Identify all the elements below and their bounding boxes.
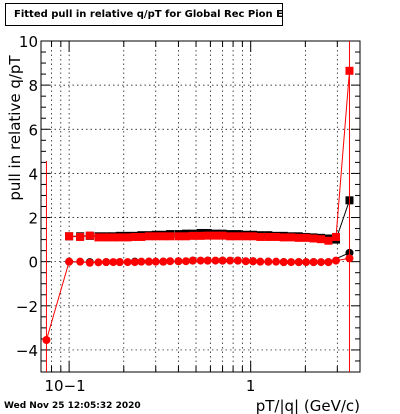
chart-title: Fitted pull in relative q/pT for Global … [5, 3, 283, 26]
y-tick-label: 10 [19, 33, 38, 51]
data-point-mean [272, 257, 281, 266]
data-point-mean [233, 256, 242, 265]
data-point-sigma [226, 232, 235, 241]
data-point-sigma [123, 233, 132, 242]
data-point-mean [102, 258, 111, 267]
y-axis-label: pull in relative q/pT [6, 55, 24, 201]
data-point-mean [226, 256, 235, 265]
data-point-mean [211, 256, 220, 265]
data-point-sigma [174, 232, 183, 241]
data-point-mean [109, 258, 118, 267]
y-tick-label: −4 [16, 342, 38, 360]
data-point-sigma [85, 231, 94, 240]
data-point-sigma [109, 233, 118, 242]
plot-frame [40, 40, 361, 373]
y-tick-label: 6 [28, 121, 38, 139]
data-point-sigma [279, 233, 288, 242]
data-point-mean [241, 257, 250, 266]
data-point-sigma [115, 233, 124, 242]
data-point-sigma [181, 232, 190, 241]
data-point-mean [279, 258, 288, 267]
data-point-mean [115, 258, 124, 267]
data-point-sigma [203, 231, 212, 240]
x-tick-label: 10−1 [45, 377, 86, 395]
data-point-mean [196, 256, 205, 265]
data-point-mean [287, 258, 296, 267]
axis-ticks: −4 −2 0 2 4 6 8 10 10−1 1 [16, 33, 361, 395]
data-point-mean [188, 256, 197, 265]
data-point-mean [218, 256, 227, 265]
y-tick-label: 8 [28, 77, 38, 95]
data-point-mean [256, 257, 265, 266]
data-point-mean [331, 256, 340, 265]
data-point-sigma [324, 236, 333, 245]
data-point-sigma [102, 233, 111, 242]
x-tick-label: 1 [246, 377, 256, 395]
data-point-sigma [249, 232, 258, 241]
data-point-mean [137, 257, 146, 266]
data-point-sigma [130, 232, 139, 241]
data-point-sigma [144, 232, 153, 241]
data-point-mean [85, 258, 94, 267]
data-point-mean [294, 258, 303, 267]
data-point-mean [130, 258, 139, 267]
data-point-sigma [233, 232, 242, 241]
data-point-sigma [241, 232, 250, 241]
data-point-sigma [264, 232, 273, 241]
data-point-sigma [65, 232, 74, 241]
data-point-sigma [294, 233, 303, 242]
data-point-sigma [256, 232, 265, 241]
data-point-sigma [302, 233, 311, 242]
data-point-sigma [76, 232, 85, 241]
data-point-mean [123, 258, 132, 267]
data-point-mean [302, 258, 311, 267]
data-marks [42, 41, 354, 372]
data-point-mean [65, 257, 74, 266]
data-point-mean [159, 257, 168, 266]
data-point-mean [151, 257, 160, 266]
data-point-mean [166, 257, 175, 266]
data-point-sigma [317, 235, 326, 244]
y-tick-label: 0 [28, 254, 38, 272]
y-tick-label: −2 [16, 298, 38, 316]
data-point-mean [264, 257, 273, 266]
y-tick-label: 2 [28, 210, 38, 228]
data-point-sigma [211, 231, 220, 240]
data-point-sigma [166, 232, 175, 241]
data-point-mean [174, 257, 183, 266]
data-point-sigma [151, 232, 160, 241]
y-tick-label: 4 [28, 165, 38, 183]
data-point-mean [203, 256, 212, 265]
data-point-sigma [137, 232, 146, 241]
data-point-sigma [218, 231, 227, 240]
data-point-sigma [309, 234, 318, 243]
x-axis-label: pT/|q| (GeV/c) [256, 397, 360, 414]
data-point-mean [76, 257, 85, 266]
data-point-sigma [196, 231, 205, 240]
data-point-sigma [188, 231, 197, 240]
data-point-sigma [331, 232, 340, 241]
data-point-mean [249, 257, 258, 266]
data-point-mean [317, 258, 326, 267]
data-point-sigma [94, 233, 103, 242]
data-point-mean [94, 258, 103, 267]
data-point-sigma [272, 232, 281, 241]
data-point-mean [324, 258, 333, 267]
data-point-mean [309, 258, 318, 267]
data-point-mean [144, 257, 153, 266]
timestamp: Wed Nov 25 12:05:32 2020 [4, 401, 141, 411]
data-point-sigma [287, 233, 296, 242]
data-point-mean [181, 257, 190, 266]
data-point-sigma [159, 232, 168, 241]
